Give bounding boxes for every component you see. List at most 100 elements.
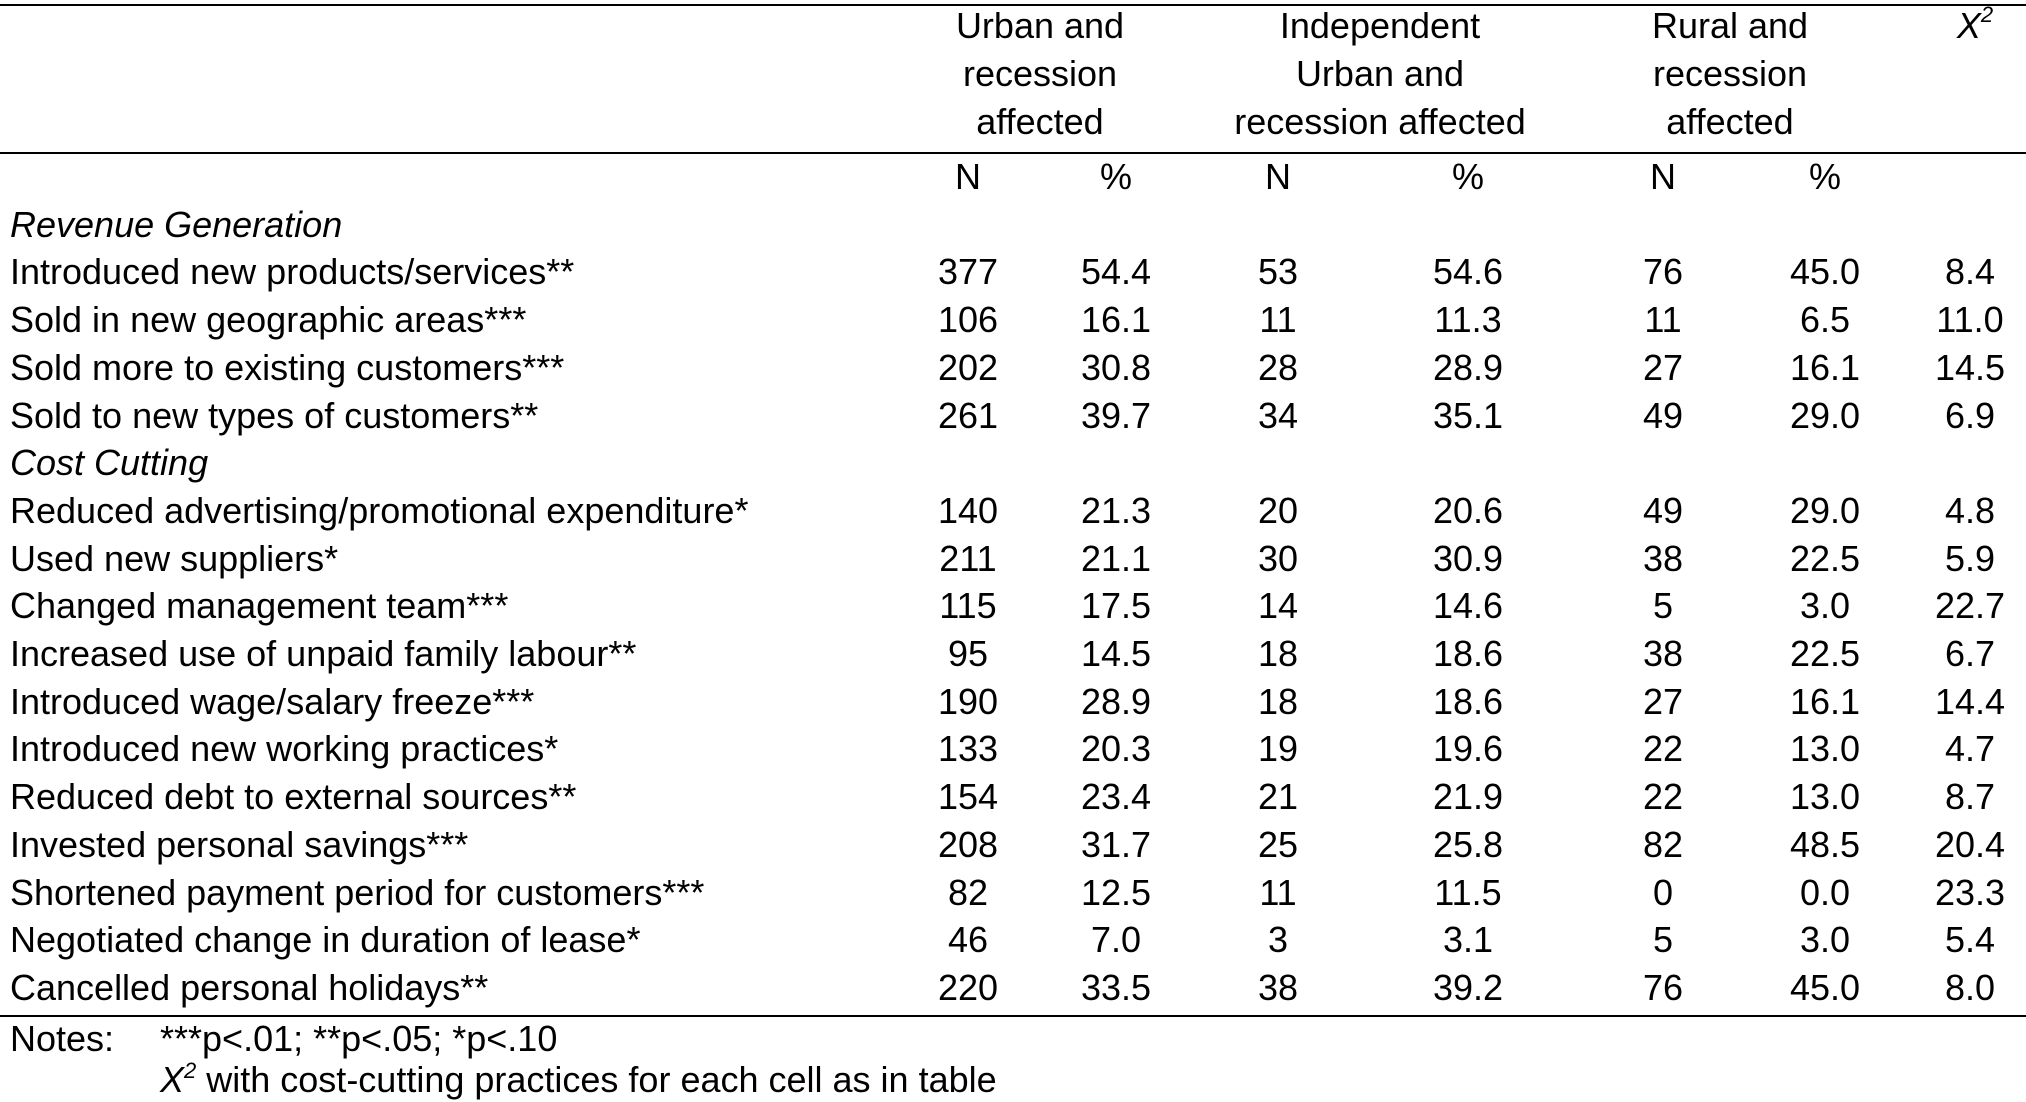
table-cell: 19 (1257, 728, 1299, 770)
table-cell: 14.6 (1432, 585, 1504, 627)
subheader-percent: % (1808, 156, 1841, 197)
subheader-percent: % (1451, 156, 1484, 197)
table-cell: 30.9 (1432, 537, 1504, 579)
table-cell: 8.4 (1944, 251, 1996, 293)
table-cell: 14.5 (1080, 633, 1152, 674)
row-label: Cancelled personal holidays** (10, 966, 489, 1008)
row-label: Introduced new working practices* (10, 728, 559, 770)
subheader-n: N (955, 156, 981, 197)
table-cell: 11 (1259, 299, 1297, 341)
row-label: Sold in new geographic areas*** (10, 299, 527, 341)
table-cell: 28.9 (1080, 680, 1152, 722)
table-cell: 22.7 (1934, 585, 2006, 627)
section-title: Revenue Generation (10, 203, 343, 245)
table-cell: 5.4 (1944, 919, 1996, 961)
table-cell: 27 (1642, 346, 1684, 388)
row-label: Increased use of unpaid family labour** (10, 633, 637, 674)
table-cell: 19.6 (1432, 728, 1504, 770)
table-cell: 21.1 (1080, 537, 1152, 579)
table-cell: 16.1 (1789, 680, 1861, 722)
table-cell: 11 (1644, 299, 1682, 341)
table-cell: 211 (939, 537, 997, 579)
table-cell: 0 (1652, 871, 1674, 913)
table-cell: 5 (1652, 919, 1674, 961)
subheader-percent: % (1099, 156, 1132, 197)
row-label: Introduced wage/salary freeze*** (10, 680, 535, 722)
table-cell: 28 (1257, 346, 1299, 388)
table-cell: 4.8 (1944, 489, 1996, 531)
row-label: Sold more to existing customers*** (10, 346, 565, 388)
row-label: Changed management team*** (10, 585, 509, 627)
table-cell: 38 (1642, 633, 1684, 674)
table-cell: 76 (1642, 251, 1684, 293)
table-cell: 20 (1257, 489, 1299, 531)
table-cell: 20.4 (1934, 823, 2006, 865)
row-label: Reduced advertising/promotional expendit… (10, 489, 749, 531)
table-cell: 30 (1257, 537, 1299, 579)
table-cell: 95 (947, 633, 989, 674)
table-cell: 7.0 (1090, 919, 1142, 961)
table-cell: 20.6 (1432, 489, 1504, 531)
subheader-n: N (1265, 156, 1291, 197)
table-cell: 23.4 (1080, 776, 1152, 818)
table-cell: 29.0 (1789, 489, 1861, 531)
table-cell: 27 (1642, 680, 1684, 722)
table-cell: 16.1 (1080, 299, 1152, 341)
table-cell: 11 (1259, 871, 1297, 913)
table-cell: 11.3 (1434, 299, 1502, 341)
notes-text: ***p<.01; **p<.05; *p<.10 (160, 1018, 558, 1059)
row-label: Used new suppliers* (10, 537, 339, 579)
table-cell: 22 (1642, 776, 1684, 818)
table-cell: 39.7 (1080, 394, 1152, 436)
table-cell: 12.5 (1080, 871, 1152, 913)
table-cell: 13.0 (1789, 728, 1861, 770)
table-cell: 20.3 (1080, 728, 1152, 770)
table-cell: 6.5 (1799, 299, 1851, 341)
table-cell: 0.0 (1799, 871, 1851, 913)
table-cell: 46 (947, 919, 989, 961)
bottom-rule (0, 1015, 2026, 1017)
table-cell: 3.0 (1799, 585, 1851, 627)
table-cell: 49 (1642, 394, 1684, 436)
row-label: Sold to new types of customers** (10, 394, 539, 436)
row-label: Introduced new products/services** (10, 251, 575, 293)
table-cell: 29.0 (1789, 394, 1861, 436)
table-cell: 28.9 (1432, 346, 1504, 388)
table-cell: 25.8 (1432, 823, 1504, 865)
table-cell: 202 (937, 346, 999, 388)
table-cell: 17.5 (1080, 585, 1152, 627)
table-cell: 82 (1642, 823, 1684, 865)
notes-line-2: X2 with cost-cutting practices for each … (160, 1058, 997, 1100)
table-cell: 45.0 (1789, 251, 1861, 293)
table-cell: 18.6 (1432, 633, 1504, 674)
table-cell: 220 (937, 966, 999, 1008)
table-cell: 18 (1257, 633, 1299, 674)
table-cell: 33.5 (1080, 966, 1152, 1008)
header-group-urban: Urban and recession affected (955, 5, 1125, 142)
subheader-n: N (1650, 156, 1676, 197)
table-cell: 22 (1642, 728, 1684, 770)
table-cell: 30.8 (1080, 346, 1152, 388)
table-cell: 5 (1652, 585, 1674, 627)
header-group-independent: Independent Urban and recession affected (1234, 5, 1526, 142)
table-cell: 53 (1257, 251, 1299, 293)
table-cell: 133 (937, 728, 999, 770)
table-cell: 31.7 (1080, 823, 1152, 865)
table-cell: 8.7 (1944, 776, 1996, 818)
row-label: Reduced debt to external sources** (10, 776, 577, 818)
table-cell: 14 (1257, 585, 1299, 627)
table-cell: 48.5 (1789, 823, 1861, 865)
notes-label: Notes: (10, 1018, 115, 1059)
table-cell: 3 (1267, 919, 1289, 961)
table-cell: 14.4 (1934, 680, 2006, 722)
header-group-rural: Rural and recession affected (1651, 5, 1809, 142)
top-rule (0, 4, 2026, 6)
table-cell: 21 (1257, 776, 1299, 818)
table-cell: 154 (937, 776, 999, 818)
table-cell: 76 (1642, 966, 1684, 1008)
table-cell: 3.1 (1442, 919, 1494, 961)
table-cell: 18.6 (1432, 680, 1504, 722)
table-cell: 3.0 (1799, 919, 1851, 961)
table-cell: 54.6 (1432, 251, 1504, 293)
table-cell: 11.0 (1936, 299, 2004, 341)
